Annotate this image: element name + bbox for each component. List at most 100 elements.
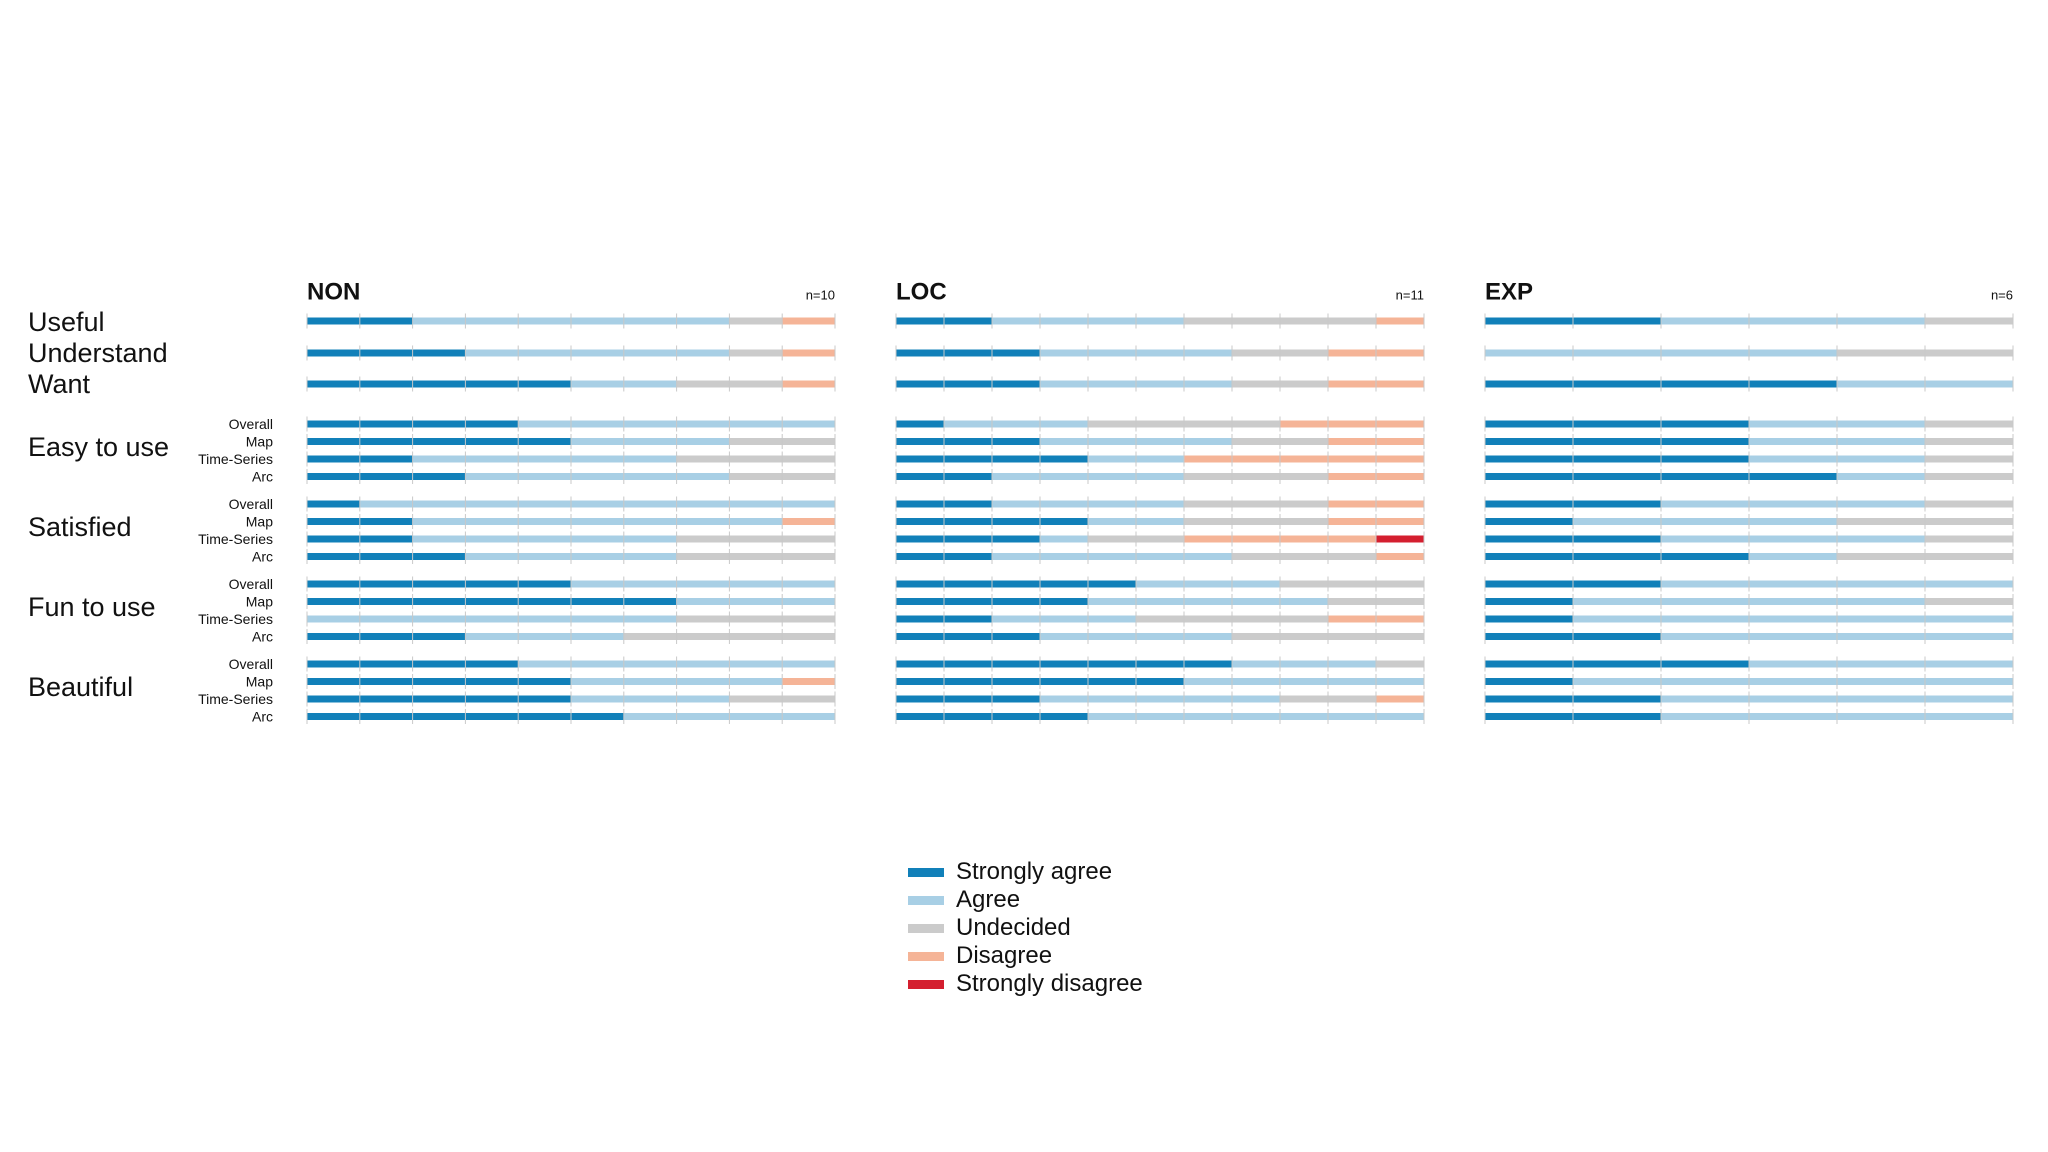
bar-exp-row8-strongly-agree [1485,518,1573,525]
bar-non-row2-disagree [782,380,835,388]
bar-loc-row3-disagree [1280,420,1424,428]
row-label-fun-to-use-time-series: Time-Series [198,611,273,627]
group-label-satisfied: Satisfied [28,512,132,542]
bar-non-row13-agree [307,615,677,623]
bar-non-row14-agree [465,633,624,640]
bar-non-row10-strongly-agree [307,553,466,560]
bar-exp-row13-strongly-agree [1485,615,1573,623]
bar-loc-row2-strongly-agree [896,380,1040,388]
bar-non-row16-strongly-agree [307,678,571,685]
bar-non-row1-disagree [782,349,835,357]
bar-loc-row15-strongly-agree [896,660,1232,668]
bar-loc-row6-undecided [1184,473,1328,480]
bar-loc-row10-disagree [1376,553,1424,560]
bar-exp-row4-undecided [1925,438,2013,445]
bar-exp-row12-strongly-agree [1485,598,1573,605]
row-label-easy-to-use-time-series: Time-Series [198,451,273,467]
bar-exp-row9-undecided [1925,535,2013,543]
bar-loc-row15-agree [1232,660,1376,668]
bar-loc-row1-strongly-agree [896,349,1040,357]
row-label-satisfied-time-series: Time-Series [198,531,273,547]
bar-loc-row3-strongly-agree [896,420,944,428]
bar-loc-row11-agree [1136,580,1280,588]
bar-exp-row10-agree [1749,553,1837,560]
legend-item-agree: Agree [908,886,1143,914]
bar-non-row11-strongly-agree [307,580,571,588]
bar-exp-row15-strongly-agree [1485,660,1749,668]
bar-non-row0-disagree [782,317,835,325]
bar-non-row17-agree [571,695,730,703]
panel-n-loc: n=11 [1396,288,1424,303]
bar-non-row6-agree [465,473,730,480]
bar-non-row9-undecided [676,535,835,543]
bar-exp-row5-undecided [1925,455,2013,463]
bar-non-row17-strongly-agree [307,695,571,703]
bar-non-row16-disagree [782,678,835,685]
bar-non-row7-agree [359,500,835,508]
legend-item-undecided: Undecided [908,914,1143,942]
bar-exp-row0-agree [1661,317,1925,325]
row-label-easy-to-use-overall: Overall [229,416,273,432]
bar-non-row1-strongly-agree [307,349,466,357]
bar-non-row12-strongly-agree [307,598,677,605]
panel-n-non: n=10 [806,288,835,303]
bar-exp-row15-agree [1749,660,2013,668]
group-label-useful: Useful [28,307,105,337]
bar-exp-row7-undecided [1925,500,2013,508]
bar-non-row8-agree [412,518,783,525]
bar-non-row12-agree [676,598,835,605]
legend-swatch-disagree [908,951,944,961]
bar-loc-row5-disagree [1184,455,1424,463]
panel-title-exp: EXP [1485,279,1533,306]
bar-exp-row16-strongly-agree [1485,678,1573,685]
bar-loc-row9-agree [1040,535,1088,543]
bar-non-row6-strongly-agree [307,473,466,480]
legend-label-agree: Agree [956,886,1021,913]
row-label-easy-to-use-map: Map [246,434,273,450]
bar-loc-row9-strongly-agree [896,535,1040,543]
bar-non-row14-strongly-agree [307,633,466,640]
bar-exp-row16-agree [1573,678,2013,685]
row-label-beautiful-time-series: Time-Series [198,691,273,707]
panel-title-loc: LOC [896,279,947,306]
bar-exp-row12-undecided [1925,598,2013,605]
bar-non-row11-agree [571,580,835,588]
bar-exp-row5-strongly-agree [1485,455,1749,463]
bar-loc-row9-strongly-disagree [1376,535,1424,543]
row-label-fun-to-use-overall: Overall [229,576,273,592]
bar-loc-row17-disagree [1376,695,1424,703]
legend-item-strongly-agree: Strongly agree [908,858,1143,886]
bar-exp-row0-undecided [1925,317,2013,325]
bar-loc-row3-agree [944,420,1088,428]
bar-loc-row18-agree [1088,713,1424,720]
legend-label-strongly-agree: Strongly agree [956,858,1113,885]
bar-loc-row7-undecided [1184,500,1328,508]
bar-non-row8-disagree [782,518,835,525]
row-label-beautiful-arc: Arc [252,709,273,725]
bar-non-row5-undecided [676,455,835,463]
bar-non-row9-agree [412,535,677,543]
bar-exp-row10-strongly-agree [1485,553,1749,560]
bar-loc-row16-agree [1184,678,1424,685]
bar-exp-row6-agree [1837,473,1925,480]
bar-loc-row12-agree [1088,598,1328,605]
group-label-want: Want [28,369,91,399]
legend-label-disagree: Disagree [956,942,1053,969]
legend-swatch-strongly-agree [908,867,944,877]
bar-loc-row17-strongly-agree [896,695,1040,703]
bar-exp-row7-agree [1661,500,1925,508]
row-label-beautiful-overall: Overall [229,656,273,672]
row-label-easy-to-use-arc: Arc [252,469,273,485]
bar-non-row2-strongly-agree [307,380,571,388]
bar-non-row1-undecided [729,349,783,357]
row-label-fun-to-use-arc: Arc [252,629,273,645]
legend-swatch-agree [908,895,944,905]
bar-exp-row3-undecided [1925,420,2013,428]
bar-loc-row10-agree [992,553,1232,560]
group-label-easy-to-use: Easy to use [28,432,169,462]
bar-exp-row13-agree [1573,615,2013,623]
bar-non-row4-agree [571,438,730,445]
bar-exp-row4-strongly-agree [1485,438,1749,445]
bar-loc-row13-agree [992,615,1136,623]
